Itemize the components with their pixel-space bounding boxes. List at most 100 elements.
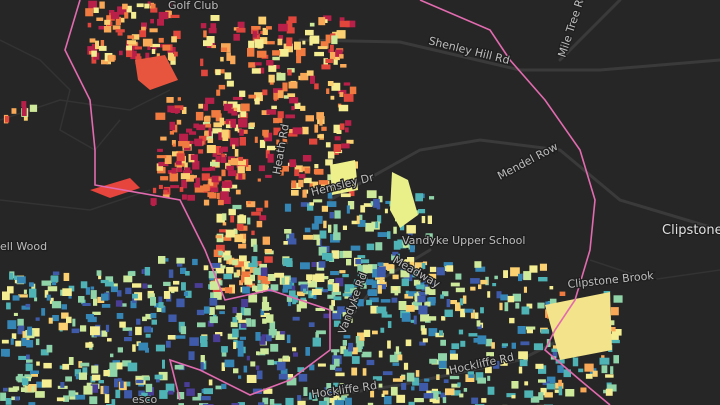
building xyxy=(551,348,561,352)
building xyxy=(291,190,299,196)
building xyxy=(216,192,220,199)
building xyxy=(315,307,326,311)
building xyxy=(200,396,211,401)
building xyxy=(88,0,97,10)
building xyxy=(228,208,236,216)
building xyxy=(238,319,247,323)
building xyxy=(339,54,344,59)
building xyxy=(308,322,315,327)
building xyxy=(123,275,133,283)
building xyxy=(318,17,326,26)
building xyxy=(185,290,192,298)
building xyxy=(540,387,547,393)
building xyxy=(343,82,351,86)
building xyxy=(251,319,256,327)
building xyxy=(405,339,412,347)
building xyxy=(211,45,216,49)
building xyxy=(149,28,158,33)
building xyxy=(307,203,314,211)
building xyxy=(420,325,425,331)
building xyxy=(360,205,366,213)
building xyxy=(446,299,451,308)
building xyxy=(165,258,169,262)
building xyxy=(303,387,308,396)
building xyxy=(348,187,355,197)
building xyxy=(215,385,223,390)
building xyxy=(122,327,133,331)
building xyxy=(439,330,443,336)
building xyxy=(218,257,222,263)
building xyxy=(92,311,101,315)
building xyxy=(169,172,179,182)
building xyxy=(298,281,308,286)
building xyxy=(318,246,327,256)
building xyxy=(323,313,331,319)
building xyxy=(132,283,142,288)
building xyxy=(158,37,164,43)
building xyxy=(110,286,118,293)
building xyxy=(206,36,215,43)
building xyxy=(104,281,114,287)
road xyxy=(328,138,720,232)
building xyxy=(250,361,256,367)
building xyxy=(51,275,59,282)
building xyxy=(349,385,356,389)
building xyxy=(219,117,225,126)
building xyxy=(459,393,464,398)
building xyxy=(184,162,188,170)
building xyxy=(485,338,493,347)
building xyxy=(605,388,613,396)
building xyxy=(269,399,275,405)
building xyxy=(182,194,187,200)
building xyxy=(180,326,187,335)
building xyxy=(179,187,184,192)
building xyxy=(68,390,76,397)
building xyxy=(392,362,400,366)
building xyxy=(186,388,195,396)
building xyxy=(239,336,246,340)
place-label: Clipstone xyxy=(662,223,720,238)
building xyxy=(115,389,121,399)
building xyxy=(346,139,354,144)
building xyxy=(431,388,438,393)
building xyxy=(24,374,32,379)
building xyxy=(152,187,157,194)
building xyxy=(519,359,528,367)
building xyxy=(428,328,438,337)
building xyxy=(357,271,363,277)
building xyxy=(240,103,250,112)
river xyxy=(0,39,121,151)
building xyxy=(266,314,274,323)
building xyxy=(143,376,150,381)
building xyxy=(458,329,464,335)
building xyxy=(168,2,176,7)
building xyxy=(494,275,498,280)
building xyxy=(584,363,594,372)
building xyxy=(467,371,474,376)
building xyxy=(521,306,530,315)
building xyxy=(520,341,530,346)
building xyxy=(103,370,110,377)
building xyxy=(124,337,132,342)
building xyxy=(218,176,222,181)
building xyxy=(46,344,53,353)
building xyxy=(357,220,366,227)
building xyxy=(144,3,150,9)
building xyxy=(138,342,149,351)
building xyxy=(263,131,269,138)
building xyxy=(297,400,306,405)
building xyxy=(200,335,208,344)
building xyxy=(182,141,190,148)
building xyxy=(423,393,434,399)
building xyxy=(112,25,121,30)
building xyxy=(166,97,174,103)
building xyxy=(387,321,392,328)
building xyxy=(296,54,302,64)
building xyxy=(345,120,352,126)
building xyxy=(379,277,383,285)
building xyxy=(256,50,267,58)
building xyxy=(221,169,226,177)
building xyxy=(220,154,227,163)
building xyxy=(251,256,258,266)
building xyxy=(215,155,221,162)
